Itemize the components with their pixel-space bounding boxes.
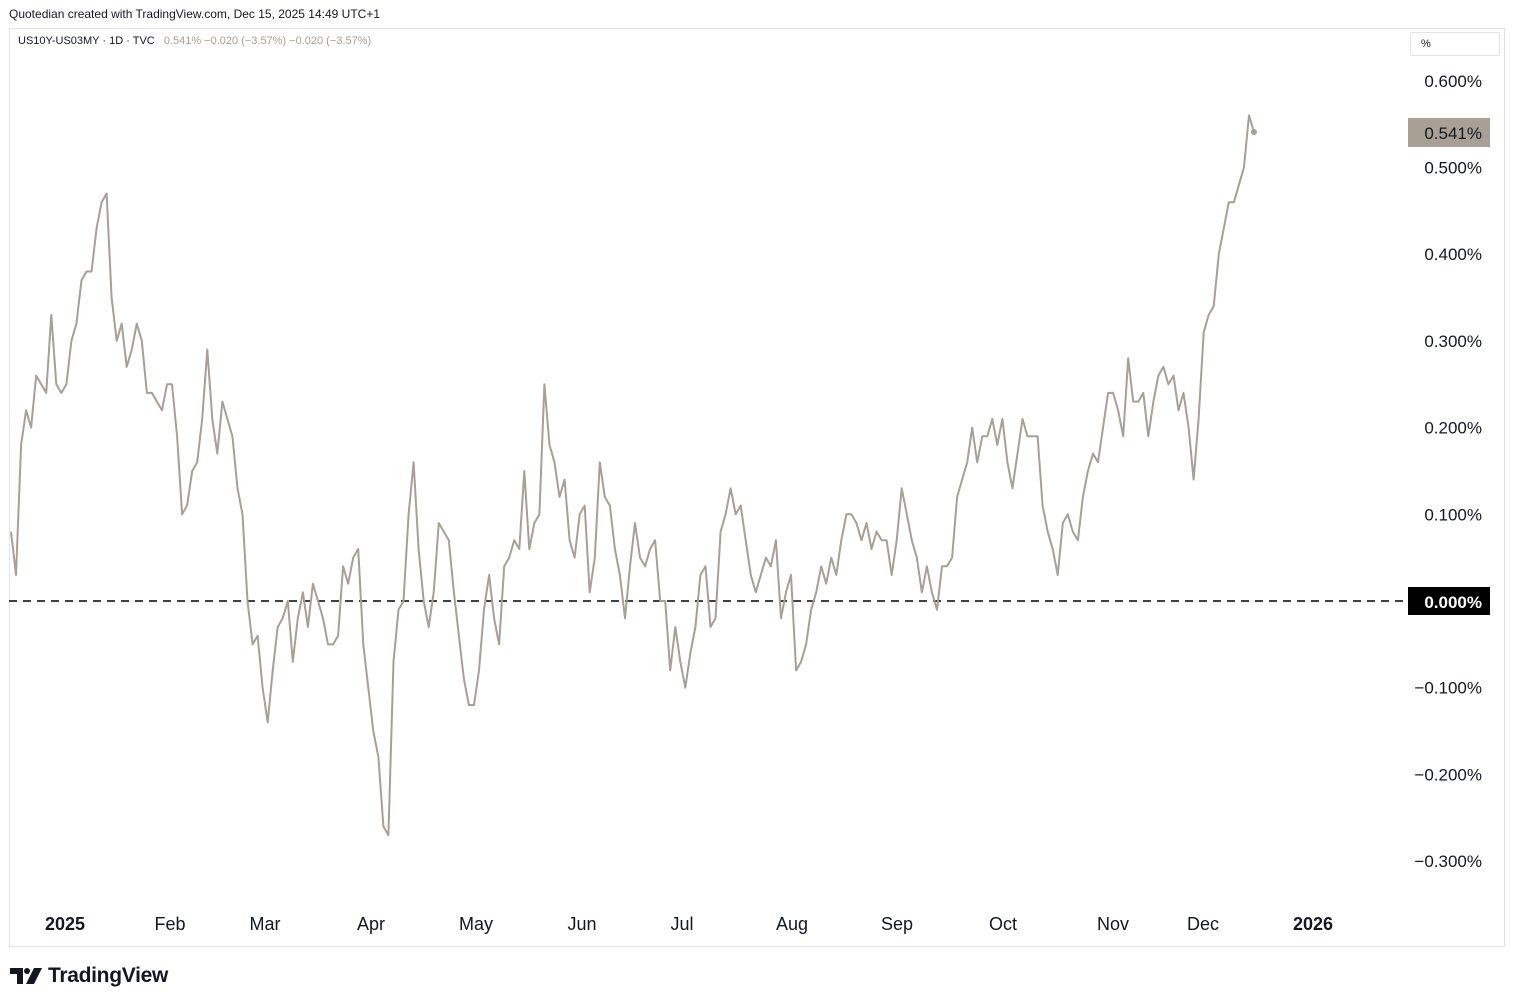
y-tick-label: −0.300%	[1414, 852, 1482, 871]
plot-area	[9, 114, 1408, 837]
tradingview-logo-icon	[10, 968, 42, 984]
line-chart[interactable]: 0.600% 0.500% 0.400% 0.300% 0.200% 0.100% −0.1…	[0, 0, 1515, 950]
x-tick-label: Dec	[1187, 914, 1219, 934]
x-tick-label: Jun	[567, 914, 596, 934]
tradingview-logo[interactable]: TradingView	[10, 964, 168, 988]
x-tick-label: 2026	[1293, 914, 1333, 934]
x-tick-label: Mar	[250, 914, 281, 934]
y-tick-label: 0.100%	[1424, 505, 1482, 524]
x-tick-label: 2025	[45, 914, 85, 934]
symbol-legend[interactable]: US10Y-US03MY · 1D · TVC 0.541% −0.020 (−…	[18, 35, 371, 47]
x-tick-label: Nov	[1097, 914, 1129, 934]
x-tick-label: Aug	[776, 914, 808, 934]
x-tick-label: Sep	[881, 914, 913, 934]
x-axis: 2025 Feb Mar Apr May Jun Jul Aug Sep Oct Nov Dec 202…	[45, 914, 1333, 934]
x-tick-label: Oct	[989, 914, 1017, 934]
last-point-marker	[1251, 128, 1257, 135]
last-value-label: 0.541%	[1424, 124, 1482, 143]
y-tick-label: 0.300%	[1424, 332, 1482, 351]
y-tick-label: 0.200%	[1424, 419, 1482, 438]
x-tick-label: Jul	[670, 914, 693, 934]
symbol-info: US10Y-US03MY · 1D · TVC	[18, 35, 155, 47]
percent-scale-button[interactable]: %	[1410, 32, 1500, 56]
y-axis: 0.600% 0.500% 0.400% 0.300% 0.200% 0.100% −0.1…	[1408, 72, 1490, 871]
y-tick-label: 0.600%	[1424, 72, 1482, 91]
price-values: 0.541% −0.020 (−3.57%) −0.020 (−3.57%)	[163, 35, 372, 47]
tradingview-brand: TradingView	[48, 964, 169, 987]
x-tick-label: May	[459, 914, 493, 934]
x-tick-label: Apr	[357, 914, 385, 934]
series-line	[10, 114, 1255, 837]
chart-caption: Quotedian created with TradingView.com, …	[9, 7, 380, 21]
zero-value-badge	[1408, 587, 1490, 615]
y-tick-label: −0.100%	[1414, 679, 1482, 698]
zero-value-label: 0.000%	[1424, 593, 1482, 612]
y-tick-label: 0.500%	[1424, 159, 1482, 178]
y-tick-label: 0.400%	[1424, 245, 1482, 264]
chart-frame	[9, 28, 1505, 947]
x-tick-label: Feb	[154, 914, 185, 934]
last-value-badge	[1408, 117, 1490, 147]
y-tick-label: −0.200%	[1414, 765, 1482, 784]
